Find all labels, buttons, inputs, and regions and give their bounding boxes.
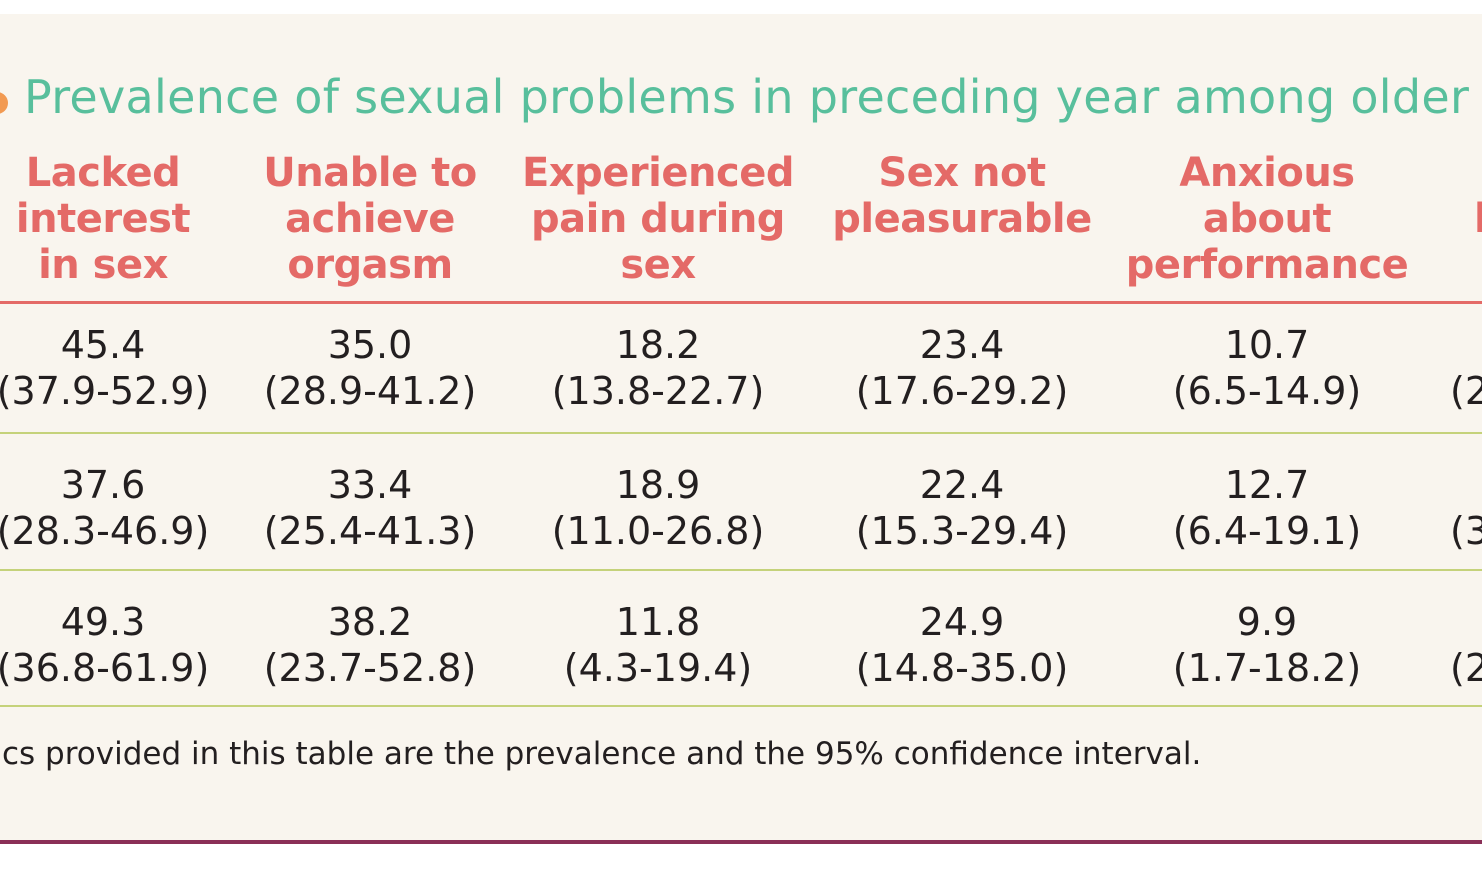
header-rule bbox=[0, 301, 1482, 304]
table-cell: 24.9 (14.8-35.0) bbox=[855, 600, 1069, 690]
column-header-anxious: Anxious about performance bbox=[1125, 150, 1409, 288]
table-title: Prevalence of sexual problems in precedi… bbox=[24, 70, 1482, 124]
table-cell: 18.9 (11.0-26.8) bbox=[551, 463, 765, 553]
row-rule bbox=[0, 432, 1482, 434]
column-header-lubrication: T lul bbox=[1474, 196, 1482, 242]
table-cell: 11.8 (4.3-19.4) bbox=[563, 600, 753, 690]
table-cell: (2 bbox=[1450, 646, 1482, 690]
table-cell: 49.3 (36.8-61.9) bbox=[0, 600, 210, 690]
table-cell: 12.7 (6.4-19.1) bbox=[1172, 463, 1362, 553]
table-cell: 9.9 (1.7-18.2) bbox=[1172, 600, 1362, 690]
table-cell: 22.4 (15.3-29.4) bbox=[855, 463, 1069, 553]
column-header-pain: Experienced pain during sex bbox=[522, 150, 794, 288]
row-rule bbox=[0, 569, 1482, 571]
bottom-border bbox=[0, 840, 1482, 844]
table-cell: 38.2 (23.7-52.8) bbox=[263, 600, 477, 690]
table-cell: 33.4 (25.4-41.3) bbox=[263, 463, 477, 553]
row-rule bbox=[0, 705, 1482, 707]
table-cell: (3 bbox=[1450, 509, 1482, 553]
table-cell: 23.4 (17.6-29.2) bbox=[855, 323, 1069, 413]
table-cell: 35.0 (28.9-41.2) bbox=[263, 323, 477, 413]
title-bullet bbox=[0, 92, 8, 114]
table-cell: 37.6 (28.3-46.9) bbox=[0, 463, 210, 553]
table-cell: (2 bbox=[1450, 369, 1482, 413]
table-footnote: cs provided in this table are the preval… bbox=[2, 736, 1202, 772]
column-header-not-pleasurable: Sex not pleasurable bbox=[832, 150, 1092, 242]
table-cell: 18.2 (13.8-22.7) bbox=[551, 323, 765, 413]
column-header-lacked-interest: Lacked interest in sex bbox=[15, 150, 191, 288]
table-cell: 45.4 (37.9-52.9) bbox=[0, 323, 210, 413]
table-panel bbox=[0, 14, 1482, 840]
table-cell: 10.7 (6.5-14.9) bbox=[1172, 323, 1362, 413]
column-header-unable-orgasm: Unable to achieve orgasm bbox=[263, 150, 477, 288]
